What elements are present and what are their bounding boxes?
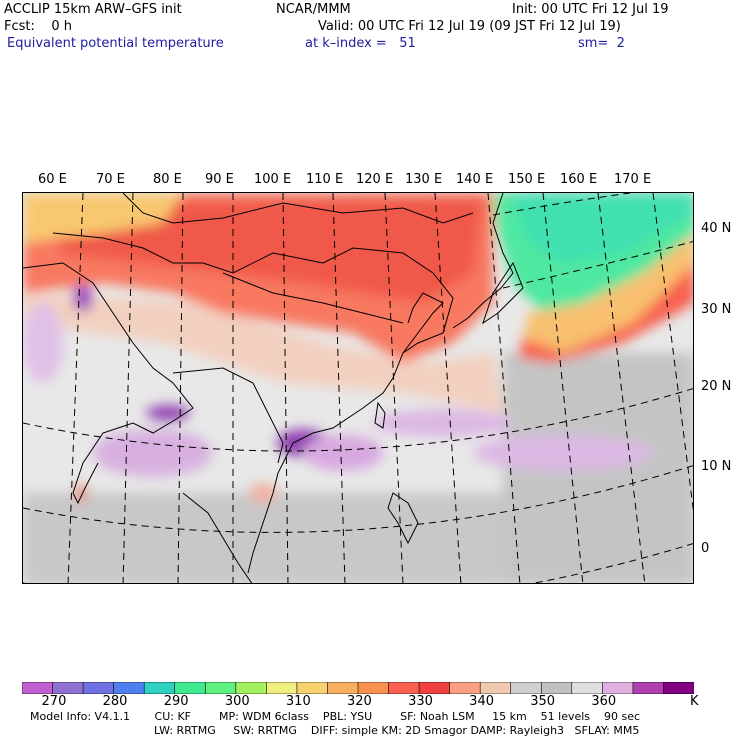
field-name: Equivalent potential temperature	[7, 36, 224, 51]
level-label: at k–index = 51	[305, 36, 416, 51]
lon-label: 60 E	[38, 172, 67, 187]
colorbar-swatch	[266, 682, 298, 694]
lon-label: 120 E	[356, 172, 394, 187]
colorbar-swatch	[388, 682, 420, 694]
theta-e-shading	[23, 193, 693, 583]
colorbar-tick-label: 280	[102, 694, 128, 709]
lon-label: 110 E	[306, 172, 344, 187]
colorbar-swatch	[235, 682, 268, 694]
colorbar-tick-label: 310	[285, 694, 311, 709]
model-info-line1: Model Info: V4.1.1 CU: KF MP: WDM 6class…	[30, 710, 641, 723]
model-title: ACCLIP 15km ARW–GFS init	[4, 2, 182, 17]
center-label: NCAR/MMM	[276, 2, 351, 17]
model-info-line2: LW: RRTMG SW: RRTMG DIFF: simple KM: 2D …	[154, 724, 640, 737]
lon-label: 140 E	[456, 172, 494, 187]
colorbar-swatch	[143, 682, 176, 694]
colorbar-tick-label: 300	[224, 694, 250, 709]
colorbar-swatch	[540, 682, 573, 694]
colorbar-swatch	[327, 682, 359, 694]
lat-label: 0	[701, 541, 710, 556]
colorbar-tick-label: 320	[347, 694, 372, 709]
lat-label: 20 N	[701, 379, 732, 394]
lat-label: 10 N	[701, 459, 732, 474]
forecast-hour: Fcst: 0 h	[4, 19, 73, 34]
colorbar-tick-label: 290	[163, 694, 189, 709]
colorbar-swatch	[296, 682, 329, 694]
colorbar-tick-label: 360	[591, 694, 617, 709]
lon-label: 150 E	[508, 172, 546, 187]
init-time: Init: 00 UTC Fri 12 Jul 19	[512, 2, 669, 17]
colorbar-swatch	[571, 682, 604, 694]
colorbar-swatch	[510, 682, 543, 694]
valid-time: Valid: 00 UTC Fri 12 Jul 19 (09 JST Fri …	[318, 19, 621, 34]
colorbar-swatch	[22, 682, 54, 694]
lon-label: 70 E	[96, 172, 125, 187]
colorbar-unit: K	[690, 694, 699, 709]
colorbar	[22, 682, 694, 694]
colorbar-tick-label: 330	[408, 694, 433, 709]
colorbar-swatch	[602, 682, 634, 694]
graticule	[23, 193, 693, 583]
colorbar-swatch	[479, 682, 512, 694]
colorbar-swatch	[663, 682, 694, 694]
colorbar-swatch	[632, 682, 665, 694]
coastlines	[23, 193, 524, 583]
colorbar-swatch	[52, 682, 84, 694]
lon-label: 130 E	[405, 172, 443, 187]
colorbar-swatch	[357, 682, 390, 694]
colorbar-tick-label: 350	[530, 694, 556, 709]
lat-label: 30 N	[701, 302, 732, 317]
colorbar-swatch	[449, 682, 481, 694]
lon-label: 100 E	[254, 172, 292, 187]
colorbar-swatch	[82, 682, 115, 694]
colorbar-tick-label: 340	[469, 694, 494, 709]
theta-e-map	[23, 193, 693, 583]
map-panel	[22, 192, 694, 584]
colorbar-swatch	[113, 682, 145, 694]
colorbar-tick-label: 270	[41, 694, 67, 709]
lon-label: 90 E	[205, 172, 234, 187]
colorbar-swatch	[418, 682, 451, 694]
lat-label: 40 N	[701, 221, 732, 236]
lon-label: 160 E	[560, 172, 598, 187]
lon-label: 80 E	[153, 172, 182, 187]
colorbar-swatch	[204, 682, 237, 694]
smoothing-label: sm= 2	[578, 36, 625, 51]
colorbar-swatch	[174, 682, 207, 694]
lon-label: 170 E	[614, 172, 652, 187]
